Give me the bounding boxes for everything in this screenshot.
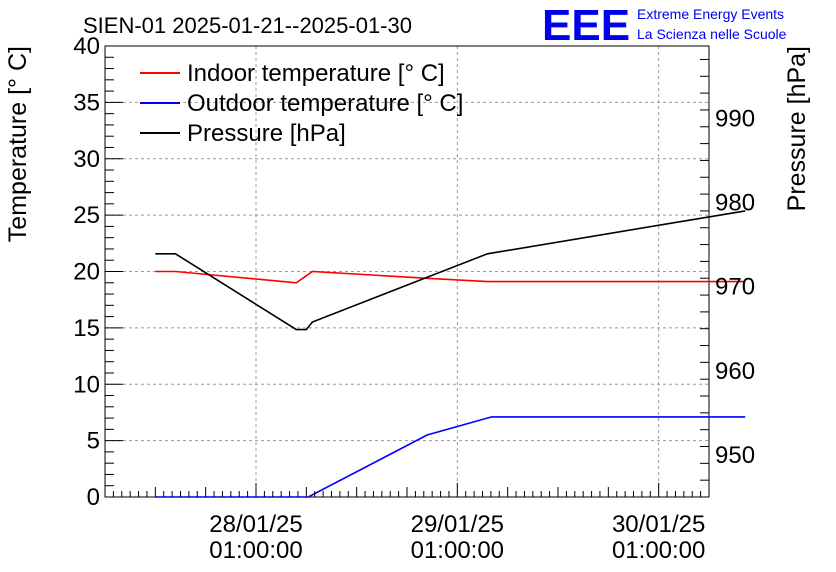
right-tick-label: 960 [715,358,755,385]
chart-title: SIEN-01 2025-01-21--2025-01-30 [83,13,412,38]
left-tick-label: 35 [73,89,100,116]
left-tick-label: 30 [73,146,100,173]
left-tick-label: 25 [73,202,100,229]
x-tick-label-time: 01:00:00 [612,537,705,564]
x-axis: 28/01/2501:00:0029/01/2501:00:0030/01/25… [104,483,710,564]
right-tick-label: 950 [715,442,755,469]
legend-label: Pressure [hPa] [187,120,346,147]
right-tick-label: 990 [715,105,755,132]
eee-logo-line2: La Scienza nelle Scuole [637,26,787,42]
series-layer [155,210,746,498]
x-tick-label-date: 30/01/25 [612,511,705,538]
y-axis-label: Temperature [° C] [4,46,32,242]
x-tick-label-time: 01:00:00 [209,537,302,564]
y2-axis-label: Pressure [hPa] [783,46,811,211]
left-tick-label: 20 [73,259,100,286]
legend-label: Indoor temperature [° C] [187,60,445,87]
eee-logo: EEE Extreme Energy Events La Scienza nel… [542,1,787,50]
right-tick-label: 970 [715,274,755,301]
x-tick-label-date: 29/01/25 [411,511,504,538]
grid-lines [105,46,709,497]
x-tick-label-time: 01:00:00 [411,537,504,564]
right-tick-label: 980 [715,190,755,217]
right-axis: 950 960 970 980 990 [700,58,755,498]
series-line [155,270,746,284]
x-tick-label-date: 28/01/25 [209,511,302,538]
left-tick-label: 0 [87,484,100,511]
left-tick-label: 5 [87,428,100,455]
series-line [155,210,746,331]
legend: Indoor temperature [° C] Outdoor temperat… [140,60,463,147]
series-line [155,416,746,498]
eee-logo-line1: Extreme Energy Events [637,6,784,22]
eee-logo-mark: EEE [542,1,630,50]
left-axis: 0 5 10 15 20 25 30 35 40 [73,33,123,511]
left-tick-label: 40 [73,33,100,60]
legend-label: Outdoor temperature [° C] [187,90,463,117]
left-tick-label: 10 [73,371,100,398]
left-tick-label: 15 [73,315,100,342]
